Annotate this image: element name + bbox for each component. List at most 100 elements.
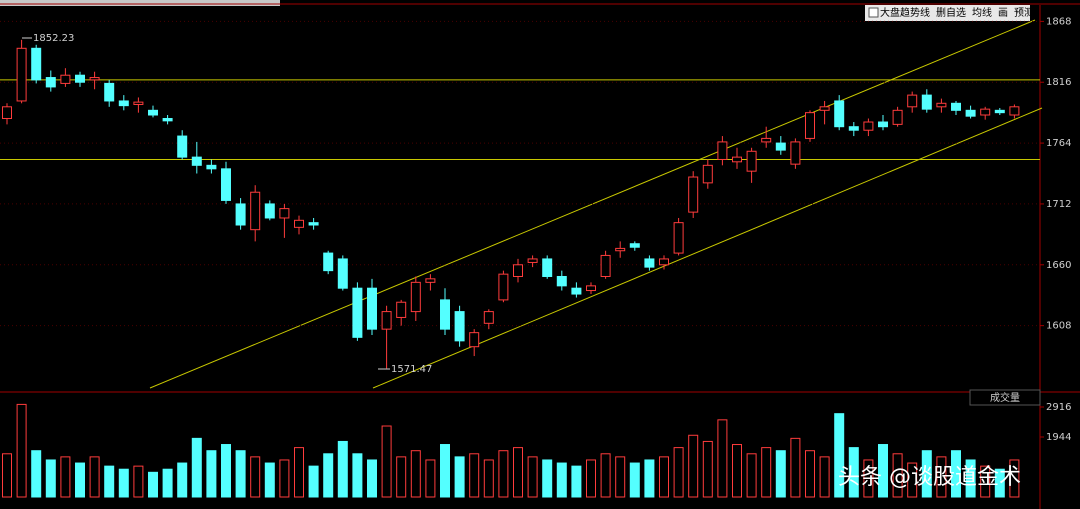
candle-body xyxy=(498,273,509,301)
candle-body xyxy=(556,275,567,287)
candle-body xyxy=(644,258,655,268)
top-strip xyxy=(0,0,280,6)
candle-body xyxy=(1009,106,1020,116)
checkbox[interactable] xyxy=(868,7,879,18)
volume-bar xyxy=(2,453,12,498)
candle-body xyxy=(834,100,845,128)
candle-body xyxy=(381,311,392,330)
candle-body xyxy=(994,109,1005,114)
volume-panel: 1944 2916 xyxy=(2,402,1071,498)
volume-bar xyxy=(878,444,888,498)
candle-body xyxy=(2,106,12,120)
toolbar-item[interactable]: 均线 xyxy=(972,6,992,19)
candle-body xyxy=(615,247,626,252)
volume-title: 成交量 xyxy=(990,391,1020,404)
candle-body xyxy=(790,141,801,165)
volume-bar xyxy=(148,471,158,498)
watermark: 头条 @谈股道金术 xyxy=(838,465,1021,490)
volume-bar xyxy=(688,434,699,498)
candle-body xyxy=(45,77,56,88)
volume-bar xyxy=(279,459,290,498)
candle-body xyxy=(659,258,669,266)
volume-bar xyxy=(31,450,42,498)
candle-body xyxy=(717,141,728,160)
toolbar-item[interactable]: 画 xyxy=(998,8,1008,19)
candle-body xyxy=(819,106,830,111)
y-tick-label: 1868 xyxy=(1046,16,1071,27)
volume-bar xyxy=(483,459,494,498)
volume-bar xyxy=(907,462,918,498)
volume-bar xyxy=(177,462,188,498)
candle-body xyxy=(629,243,640,248)
volume-bar xyxy=(863,459,874,498)
volume-bar xyxy=(659,456,669,498)
candle-body xyxy=(264,203,275,219)
volume-bar xyxy=(732,444,742,498)
volume-bar xyxy=(75,462,85,498)
candle-body xyxy=(688,176,699,213)
candle-body xyxy=(162,118,173,122)
candle-body xyxy=(177,135,188,158)
candle-body xyxy=(396,301,407,318)
candle-body xyxy=(863,121,874,131)
candle-body xyxy=(410,281,421,313)
candle-body xyxy=(133,101,144,105)
volume-bar xyxy=(162,468,173,498)
volume-bar xyxy=(440,444,450,498)
volume-bar xyxy=(556,462,567,498)
volume-bar xyxy=(221,444,231,498)
volume-bar xyxy=(834,413,845,498)
volume-bar xyxy=(235,450,246,498)
volume-bar xyxy=(425,459,436,498)
candle-body xyxy=(454,311,465,342)
candle-body xyxy=(440,299,450,330)
high-annotation: 1852.23 xyxy=(33,33,74,44)
candle-body xyxy=(104,82,115,102)
volume-bar xyxy=(644,459,655,498)
volume-bar xyxy=(586,459,596,498)
y-tick-label: 1944 xyxy=(1046,432,1071,443)
volume-bar xyxy=(571,465,582,498)
volume-bar xyxy=(980,465,991,498)
volume-bar xyxy=(527,456,538,498)
candle-body xyxy=(892,109,903,125)
candle-body xyxy=(206,164,217,170)
candle-body xyxy=(805,112,815,139)
candle-body xyxy=(775,142,786,151)
volume-bar xyxy=(994,468,1005,498)
volume-bar xyxy=(746,453,757,498)
toolbar-item[interactable]: 预测 xyxy=(1014,6,1034,19)
y-tick-label: 2916 xyxy=(1046,402,1071,413)
toolbar-item[interactable]: 删自选 xyxy=(936,6,966,19)
candle-body xyxy=(75,74,85,83)
candle-body xyxy=(148,109,158,116)
volume-bar xyxy=(191,437,202,498)
volume-bar xyxy=(469,453,480,498)
candle-body xyxy=(907,94,918,108)
candle-body xyxy=(673,222,684,254)
volume-bar xyxy=(381,425,392,498)
volume-bar xyxy=(118,468,129,498)
volume-bar xyxy=(45,459,56,498)
volume-bar xyxy=(294,447,304,498)
candle-body xyxy=(848,126,859,131)
candle-body xyxy=(542,258,553,277)
y-tick-label: 1764 xyxy=(1046,138,1071,149)
toolbar-items: 大盘趋势线 删自选 均线画预测 xyxy=(880,6,1034,19)
volume-bar xyxy=(819,456,830,498)
volume-bar xyxy=(600,453,611,498)
toolbar-item[interactable]: 大盘趋势线 xyxy=(880,6,930,19)
volume-label-box xyxy=(969,389,1041,406)
volume-bar xyxy=(513,447,523,498)
candle-body xyxy=(469,332,480,348)
volume-bar xyxy=(1009,459,1020,498)
candle-body xyxy=(936,102,947,108)
volume-bar xyxy=(790,437,801,498)
volume-bar xyxy=(717,419,728,498)
volume-bar xyxy=(848,447,859,498)
volume-bar xyxy=(761,447,772,498)
volume-bar xyxy=(396,456,407,498)
y-tick-label: 1816 xyxy=(1046,77,1071,88)
candle-body xyxy=(513,264,523,277)
